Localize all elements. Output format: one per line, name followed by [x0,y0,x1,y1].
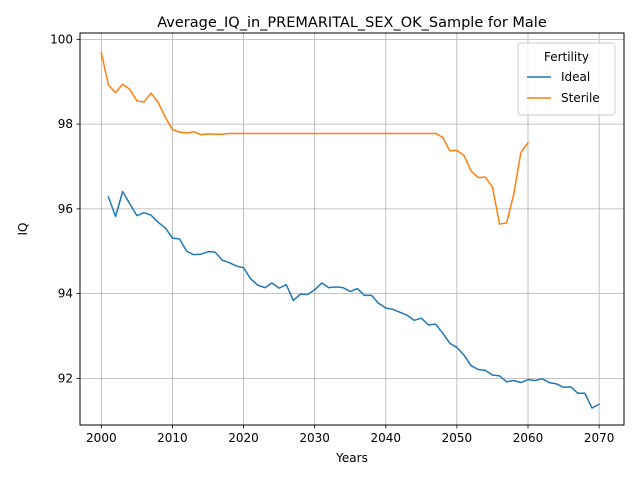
y-tick-label: 94 [58,287,73,301]
y-axis-label: IQ [16,223,30,236]
y-tick-label: 98 [58,117,73,131]
legend: Fertility Ideal Sterile [517,42,616,116]
x-tick-label: 2020 [228,431,259,445]
y-tick-label: 100 [50,32,73,46]
x-tick-label: 2010 [157,431,188,445]
x-axis-label: Years [335,451,368,465]
series-line-sterile [100,52,530,225]
legend-title: Fertility [544,50,589,64]
y-axis: 92 94 96 98 100 [50,32,80,385]
x-tick-label: 2050 [442,431,473,445]
x-axis: 2000 2010 2020 2030 2040 2050 2060 2070 [86,425,614,445]
legend-label-ideal: Ideal [561,70,590,84]
legend-entries: Ideal Sterile [527,70,600,105]
legend-label-sterile: Sterile [561,91,600,105]
x-tick-label: 2060 [513,431,544,445]
series-line-ideal [107,190,601,409]
plot-frame [79,32,625,426]
x-tick-label: 2070 [584,431,615,445]
series-lines [100,52,601,409]
x-tick-label: 2000 [86,431,117,445]
x-tick-label: 2040 [371,431,402,445]
legend-box [517,42,616,116]
x-tick-label: 2030 [299,431,330,445]
chart-title: Average_IQ_in_PREMARITAL_SEX_OK_Sample f… [157,15,547,31]
y-tick-label: 96 [58,202,73,216]
y-tick-label: 92 [58,371,73,385]
